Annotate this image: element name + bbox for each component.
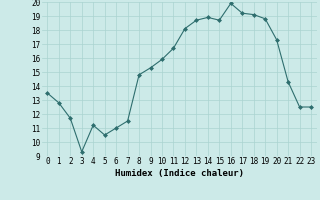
X-axis label: Humidex (Indice chaleur): Humidex (Indice chaleur) (115, 169, 244, 178)
